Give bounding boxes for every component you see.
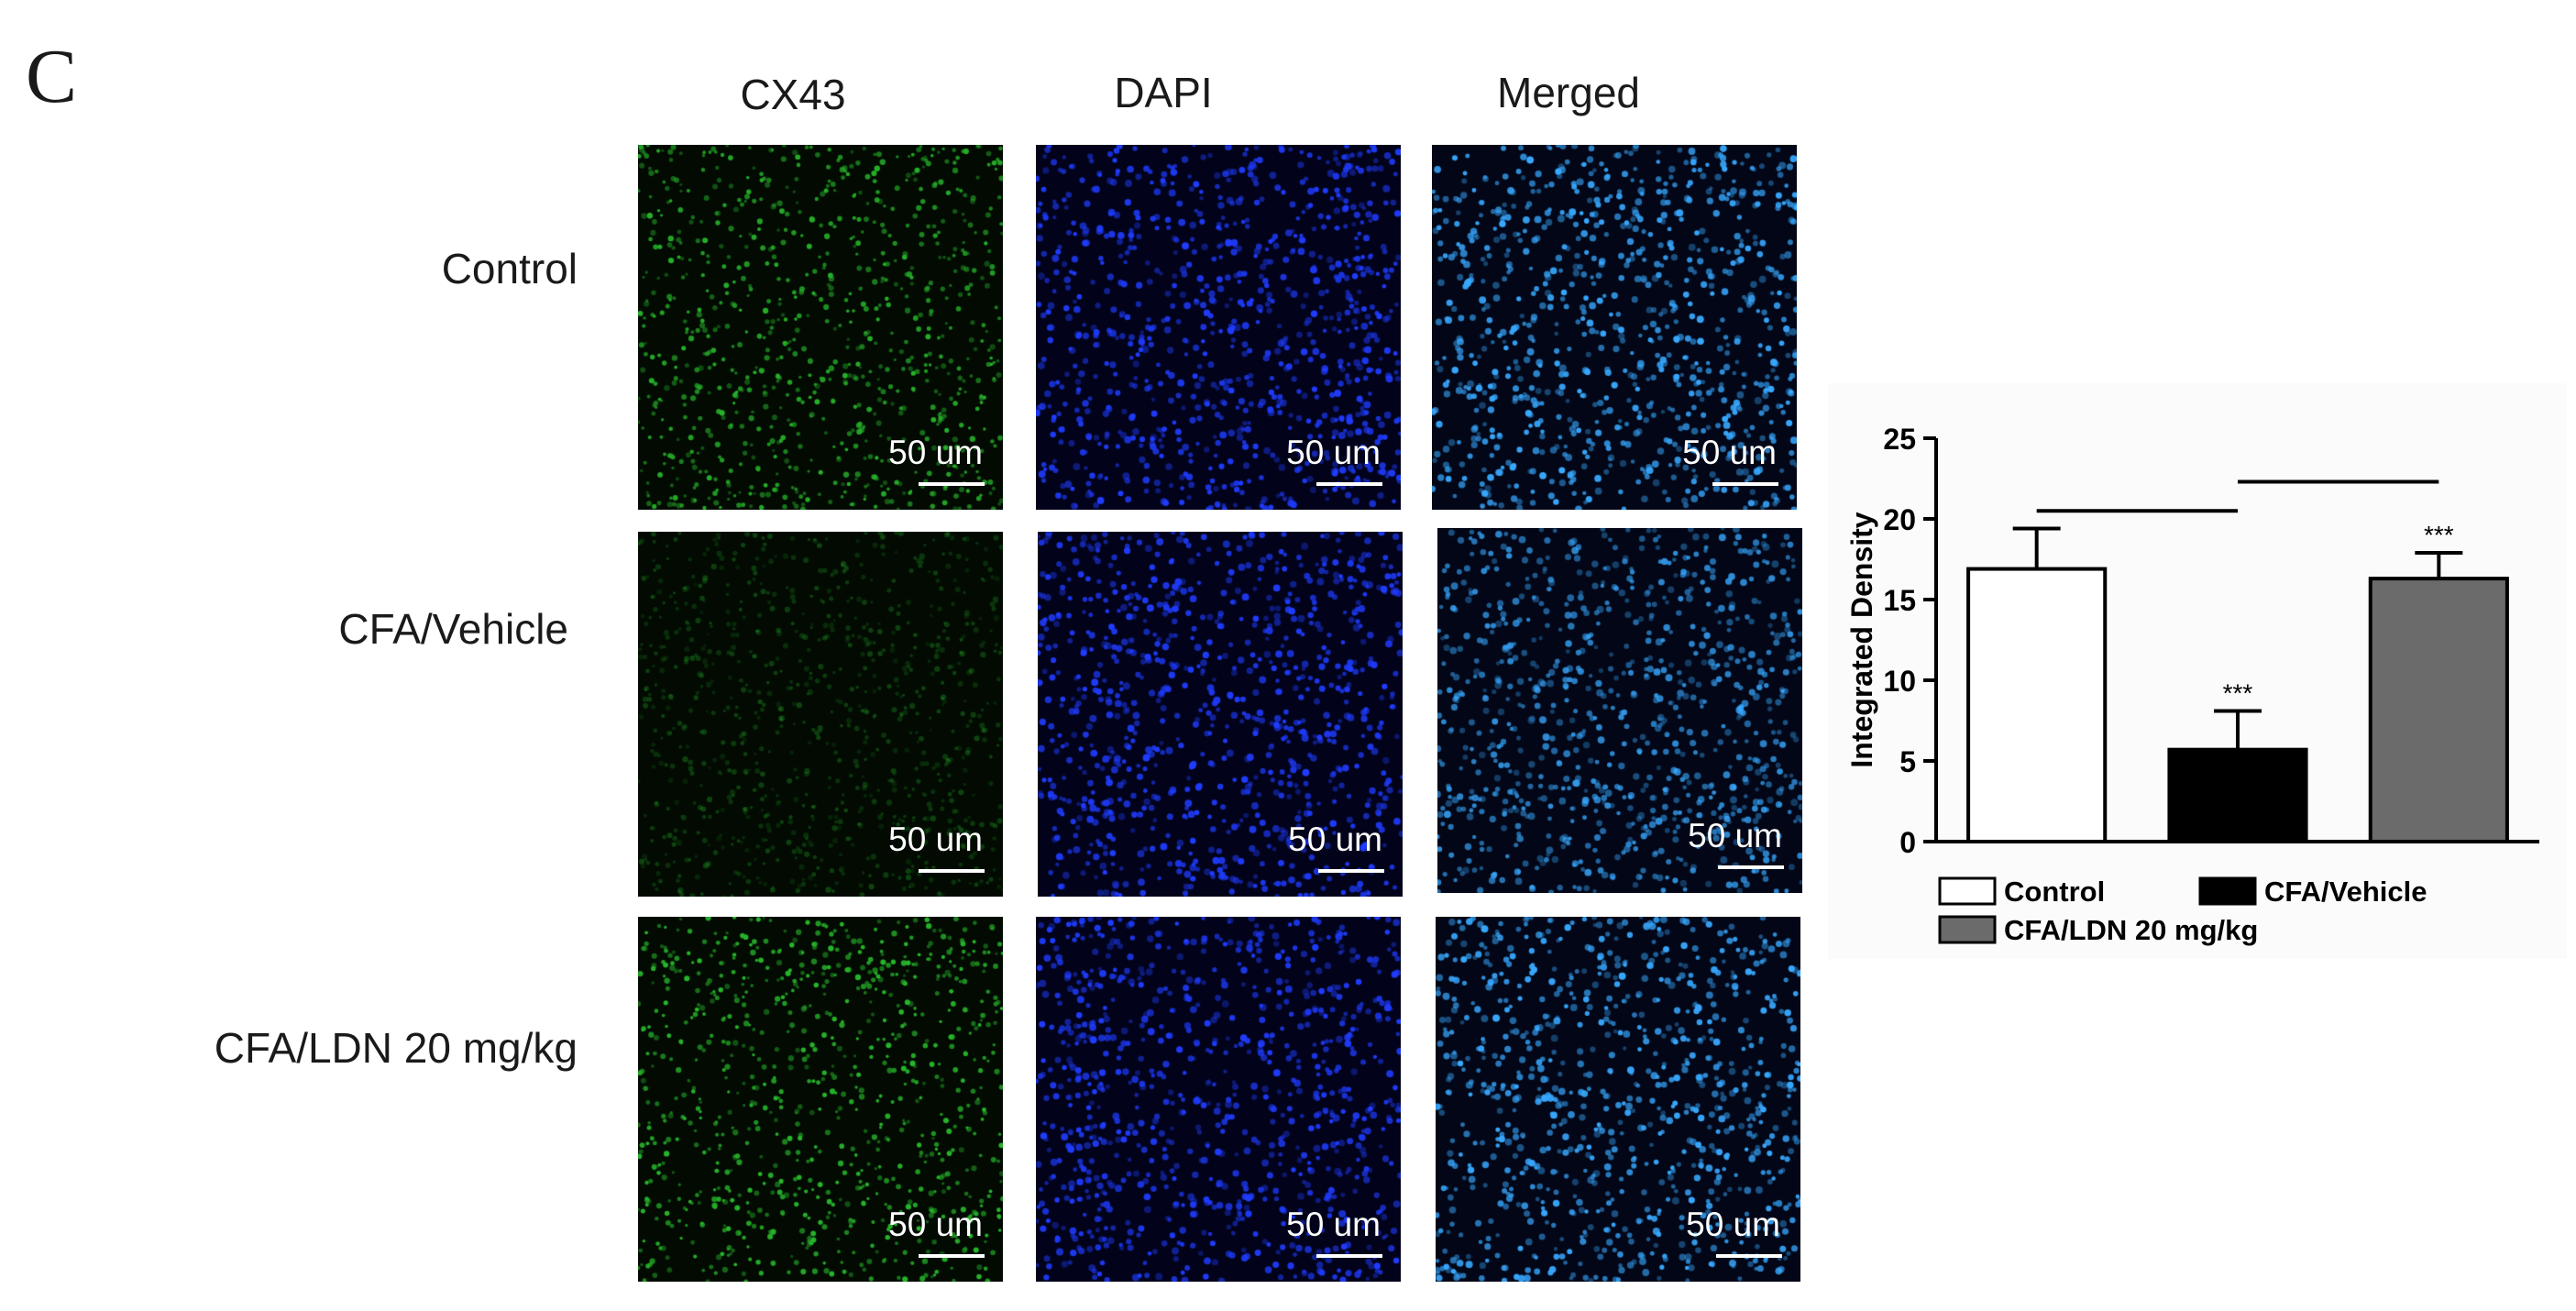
scale-bar xyxy=(919,1254,985,1258)
significance-label: *** xyxy=(2223,678,2253,707)
scale-bar xyxy=(1318,869,1384,873)
micrograph-control-merged: 50 um xyxy=(1432,145,1797,510)
scale-bar-label: 50 um xyxy=(1288,821,1382,858)
significance-label: *** xyxy=(2424,521,2454,549)
micrograph-cfa-ldn-dapi: 50 um xyxy=(1036,917,1401,1282)
scale-bar xyxy=(919,482,985,486)
micrograph-cfa-vehicle-cx43: 50 um xyxy=(638,532,1003,897)
legend-label: CFA/LDN 20 mg/kg xyxy=(2004,914,2258,946)
legend-swatch xyxy=(2198,876,2257,906)
scale-bar-label: 50 um xyxy=(1286,434,1381,471)
scale-bar-label: 50 um xyxy=(888,434,983,471)
scale-bar-label: 50 um xyxy=(1682,434,1777,471)
y-tick-label: 10 xyxy=(1883,665,1916,698)
legend-swatch xyxy=(1938,876,1997,906)
y-tick-label: 25 xyxy=(1883,423,1916,456)
bar-0 xyxy=(1966,567,2108,843)
legend-label: CFA/Vehicle xyxy=(2264,876,2427,908)
scale-bar-label: 50 um xyxy=(1688,817,1782,854)
y-tick-label: 0 xyxy=(1899,826,1916,859)
micrograph-cfa-vehicle-dapi: 50 um xyxy=(1038,532,1403,897)
column-header-cx43: CX43 xyxy=(740,71,846,118)
scale-bar-label: 50 um xyxy=(888,1206,983,1243)
micrograph-cfa-ldn-merged: 50 um xyxy=(1436,917,1800,1282)
bar-2 xyxy=(2368,577,2509,843)
scale-bar xyxy=(1316,1254,1382,1258)
scale-bar-label: 50 um xyxy=(1686,1206,1780,1243)
y-axis-label: Integrated Density xyxy=(1845,512,1878,767)
scale-bar xyxy=(1712,482,1778,486)
bar-chart: 0 5 10 15 20 25 Integrated Density *** *** Cont… xyxy=(1845,423,2539,946)
row-header-cfa-ldn: CFA/LDN 20 mg/kg xyxy=(214,1024,578,1072)
scale-bar xyxy=(1716,1254,1782,1258)
legend-label: Control xyxy=(2004,876,2105,908)
legend-swatch xyxy=(1938,915,1997,944)
scale-bar-label: 50 um xyxy=(1286,1206,1381,1243)
row-header-cfa-vehicle: CFA/Vehicle xyxy=(338,605,568,653)
scale-bar xyxy=(1316,482,1382,486)
panel-letter: C xyxy=(26,34,78,119)
y-tick-label: 15 xyxy=(1883,584,1916,617)
micrograph-cfa-ldn-cx43: 50 um xyxy=(638,917,1003,1282)
scale-bar xyxy=(1718,865,1784,869)
scale-bar xyxy=(919,869,985,873)
column-header-merged: Merged xyxy=(1497,69,1640,116)
row-header-control: Control xyxy=(441,245,578,292)
y-tick-label: 5 xyxy=(1899,745,1916,778)
scale-bar-label: 50 um xyxy=(888,821,983,858)
micrograph-control-dapi: 50 um xyxy=(1036,145,1401,510)
micrograph-control-cx43: 50 um xyxy=(638,145,1003,510)
micrograph-cfa-vehicle-merged: 50 um xyxy=(1437,528,1802,893)
column-header-dapi: DAPI xyxy=(1114,69,1213,116)
bar-1 xyxy=(2167,747,2308,843)
y-tick-label: 20 xyxy=(1883,503,1916,536)
bar-chart-panel: 0 5 10 15 20 25 Integrated Density *** *** Cont… xyxy=(1828,383,2567,959)
